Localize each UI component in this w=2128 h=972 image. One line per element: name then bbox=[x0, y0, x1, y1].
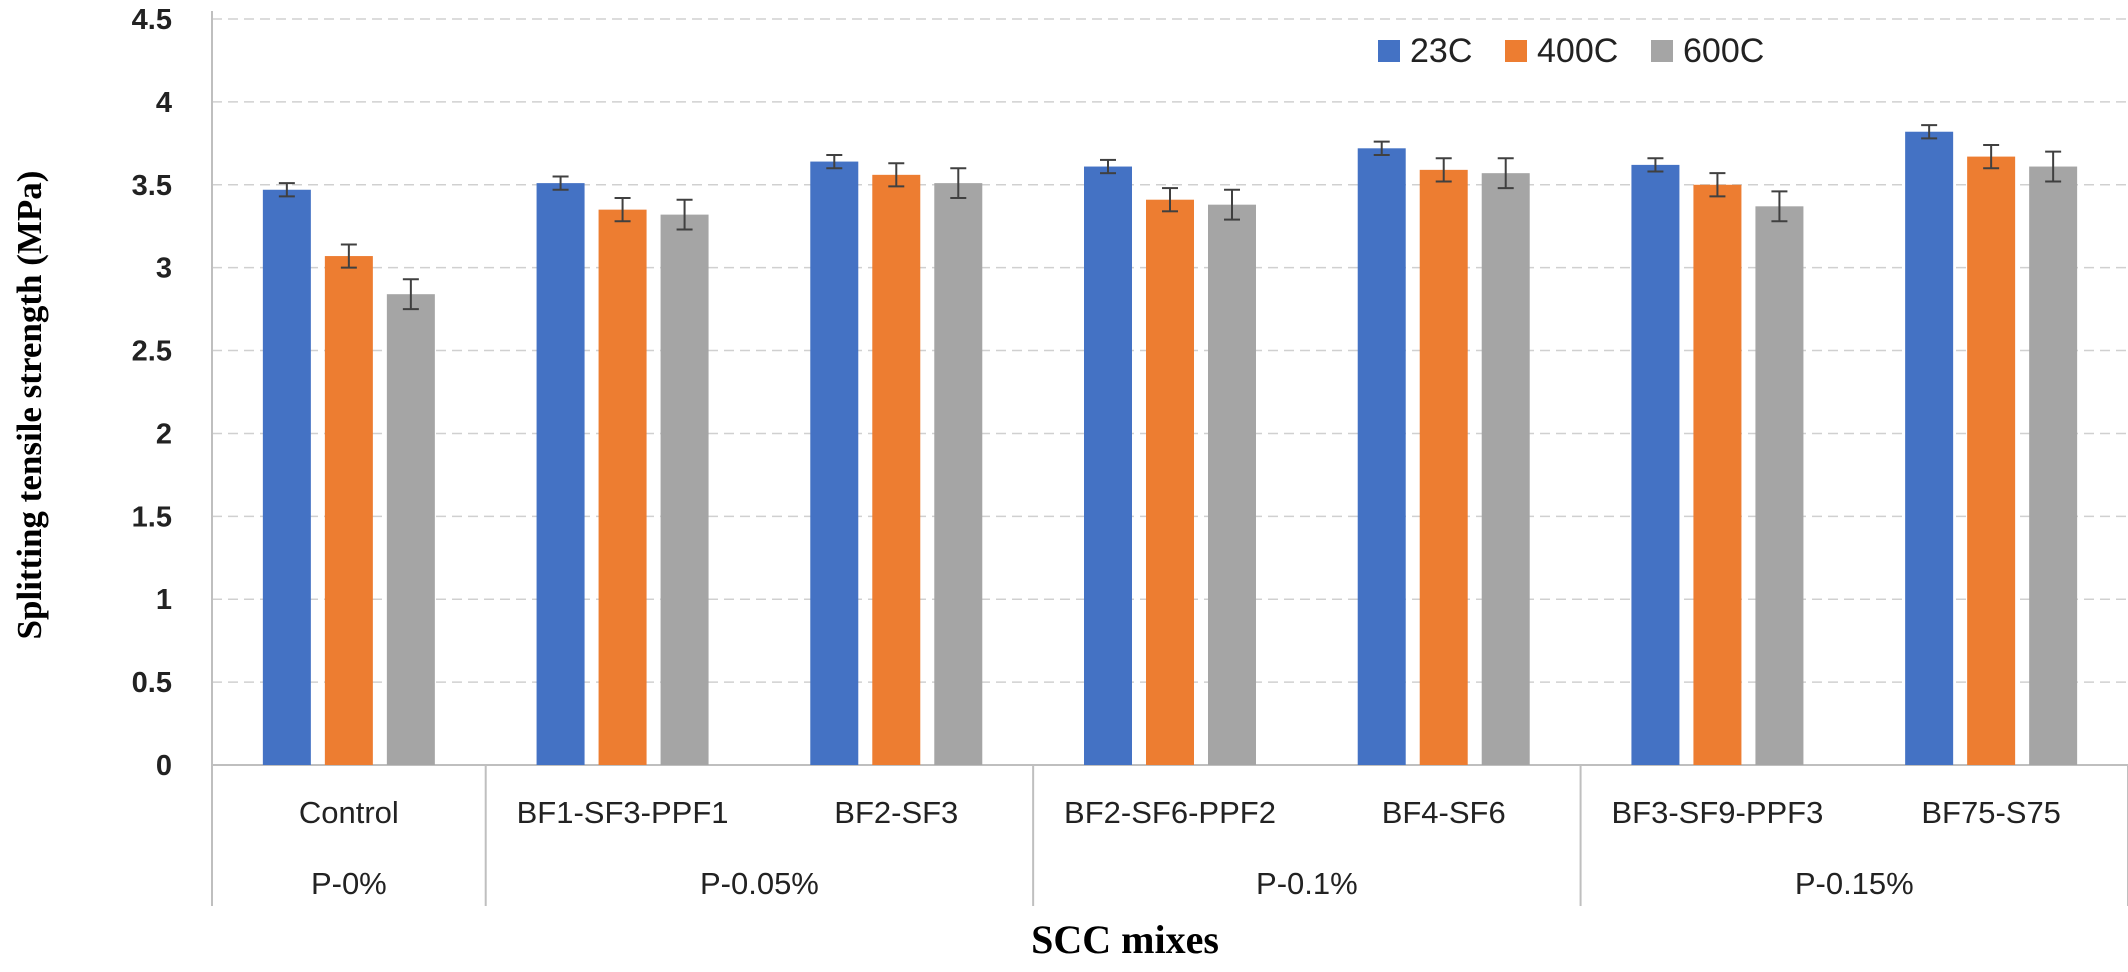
category-label: BF2-SF3 bbox=[834, 795, 958, 830]
bar bbox=[1208, 204, 1256, 765]
bar bbox=[386, 294, 435, 765]
group-label: P-0.1% bbox=[1256, 866, 1358, 901]
group-label: P-0.15% bbox=[1795, 866, 1914, 901]
bar bbox=[1693, 184, 1742, 765]
bar bbox=[598, 209, 647, 766]
bar bbox=[1631, 164, 1680, 765]
y-tick-label: 4 bbox=[156, 87, 172, 119]
x-axis-title: SCC mixes bbox=[1031, 917, 1219, 962]
category-label: BF3-SF9-PPF3 bbox=[1611, 795, 1823, 830]
bar bbox=[536, 183, 585, 765]
bars bbox=[262, 124, 2078, 766]
y-tick-label: 2 bbox=[156, 418, 172, 450]
category-label: BF75-S75 bbox=[1921, 795, 2061, 830]
group-label: P-0.05% bbox=[700, 866, 819, 901]
y-axis-title: Splitting tensile strength (MPa) bbox=[10, 171, 49, 640]
y-tick-label: 0.5 bbox=[132, 667, 172, 699]
bar bbox=[1755, 206, 1804, 766]
bar bbox=[934, 183, 983, 765]
y-tick-label: 3 bbox=[156, 253, 172, 285]
y-tick-label: 0 bbox=[156, 750, 172, 782]
y-tick-label: 4.5 bbox=[132, 4, 172, 36]
bar bbox=[1967, 156, 2016, 765]
bar bbox=[1419, 169, 1468, 765]
y-tick-label: 3.5 bbox=[132, 170, 172, 202]
legend-label: 400C bbox=[1537, 32, 1618, 70]
category-label: Control bbox=[299, 795, 399, 830]
bar bbox=[660, 214, 709, 765]
bar bbox=[1146, 199, 1194, 766]
legend: 23C 400C 600C bbox=[1378, 32, 1764, 70]
legend-label: 600C bbox=[1683, 32, 1764, 70]
legend-swatch bbox=[1651, 40, 1673, 62]
y-tick-label: 1.5 bbox=[132, 501, 172, 533]
bar bbox=[262, 189, 311, 766]
y-tick-label: 1 bbox=[156, 584, 172, 616]
legend-swatch bbox=[1378, 40, 1400, 62]
legend-label: 23C bbox=[1410, 32, 1472, 70]
bar bbox=[1084, 166, 1132, 765]
legend-swatch bbox=[1505, 40, 1527, 62]
bar bbox=[1357, 148, 1406, 766]
bar bbox=[872, 174, 921, 765]
bar bbox=[2029, 166, 2078, 765]
bar bbox=[324, 256, 373, 765]
y-tick-label: 2.5 bbox=[132, 336, 172, 368]
category-label: BF2-SF6-PPF2 bbox=[1064, 795, 1276, 830]
group-label: P-0% bbox=[311, 866, 387, 901]
category-label: BF1-SF3-PPF1 bbox=[517, 795, 729, 830]
bar bbox=[810, 161, 859, 765]
category-label: BF4-SF6 bbox=[1382, 795, 1506, 830]
bar bbox=[1905, 131, 1954, 765]
bar bbox=[1481, 173, 1530, 765]
axis-labels: 0 0.5 1 1.5 2 2.5 3 3.5 4 4.5 Control BF1-SF3-PPF1 B… bbox=[132, 4, 2061, 901]
